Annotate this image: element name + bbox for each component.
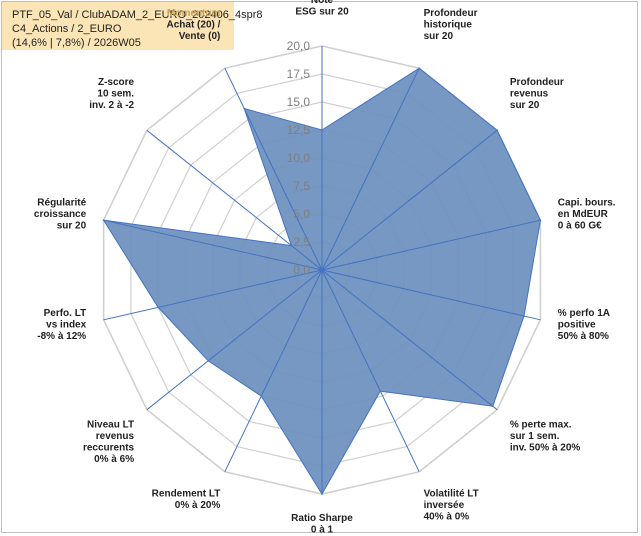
spoke-5 [321, 269, 498, 411]
spoke-12 [146, 129, 323, 271]
spoke-6 [321, 269, 420, 473]
axis-label-line: 50% à 80% [558, 331, 609, 342]
spoke-8 [224, 269, 323, 473]
axis-label-line: Capi. bours. [558, 198, 616, 209]
axis-label-line: 0 à 60 G€ [558, 221, 602, 232]
axis-label-line: Achat (20) / [166, 20, 220, 31]
tick-label: 20,0 [287, 39, 311, 53]
tick-layer: 0,0 2,5 5,0 7,5 10,0 12,5 15,0 17,5 20,0 [287, 39, 311, 277]
spoke-layer [103, 46, 541, 494]
info-line-stats: (14,6% | 7,8%) / 2026W05 [12, 37, 141, 49]
spoke-2 [321, 129, 498, 271]
portfolio-info-box: PTF_05_Val / ClubADAM_2_EURO_202406_4spr… [2, 2, 263, 50]
axis-label-8: Rendement LT0% à 20% [152, 488, 221, 511]
axis-label-line: inversée [424, 500, 465, 511]
axis-label-line: sur 20 [57, 221, 87, 232]
axis-label-line: % perte max. [510, 420, 572, 431]
axis-label-line: revenus [510, 88, 549, 99]
axis-label-line: Z-score [98, 77, 135, 88]
spoke-3 [321, 219, 541, 271]
axis-label-line: revenus [96, 431, 135, 442]
axis-label-line: Ratio Sharpe [291, 513, 353, 524]
axis-label-line: sur 20 [424, 31, 454, 42]
axis-label-line: -8% à 12% [37, 331, 86, 342]
axis-label-line: positive [558, 319, 596, 330]
tick-label: 7,5 [293, 179, 310, 193]
axis-label-line: croissance [34, 209, 87, 220]
axis-label-line: Perfo. LT [44, 308, 87, 319]
spoke-9 [146, 269, 323, 411]
axis-label-line: Profondeur [510, 77, 564, 88]
axis-label-line: inv. 2 à -2 [89, 100, 134, 111]
axis-label-line: 0% à 6% [94, 454, 134, 465]
axis-label-line: reccurents [83, 443, 135, 454]
info-line-category: C4_Actions / 2_EURO [12, 23, 122, 35]
spoke-11 [103, 219, 323, 271]
axis-label-line: Régularité [37, 198, 86, 209]
axis-label-line: Profondeur [424, 8, 478, 19]
axis-label-line: 0 à 1 [311, 525, 334, 536]
axis-label-line: vs index [46, 319, 86, 330]
info-line-portfolio: PTF_05_Val / ClubADAM_2_EURO_202406_4spr… [12, 9, 263, 21]
spoke-4 [321, 269, 541, 321]
axis-label-line: Note [311, 0, 334, 6]
axis-label-line: % perfo 1A [558, 308, 610, 319]
tick-label: 10,0 [287, 151, 311, 165]
axis-label-line: Niveau LT [87, 420, 134, 431]
axis-label-line: sur 20 [510, 100, 540, 111]
tick-label: 5,0 [293, 207, 310, 221]
spoke-13 [224, 67, 323, 271]
axis-label-5: % perte max.sur 1 sem.inv. 50% à 20% [510, 420, 581, 454]
axis-label-line: Volatilité LT [424, 488, 479, 499]
tick-label: 12,5 [287, 123, 311, 137]
tick-label: 15,0 [287, 95, 311, 109]
axis-label-line: Vente (0) [179, 31, 221, 42]
axis-label-line: historique [424, 20, 473, 31]
spoke-1 [321, 67, 420, 271]
axis-label-line: Rendement LT [152, 488, 221, 499]
tick-label: 2,5 [293, 235, 310, 249]
axis-label-line: 0% à 20% [175, 500, 221, 511]
axis-label-line: 40% à 0% [424, 511, 470, 522]
spoke-10 [103, 269, 323, 321]
tick-label: 17,5 [287, 67, 311, 81]
axis-label-line: ESG sur 20 [295, 7, 349, 18]
axis-label-line: sur 1 sem. [510, 431, 560, 442]
axis-label-line: inv. 50% à 20% [510, 443, 581, 454]
tick-label: 0,0 [293, 263, 310, 277]
axis-label-line: Momentum [167, 8, 220, 19]
axis-label-line: en MdEUR [558, 209, 609, 220]
axis-label-line: 10 sem. [97, 88, 134, 99]
